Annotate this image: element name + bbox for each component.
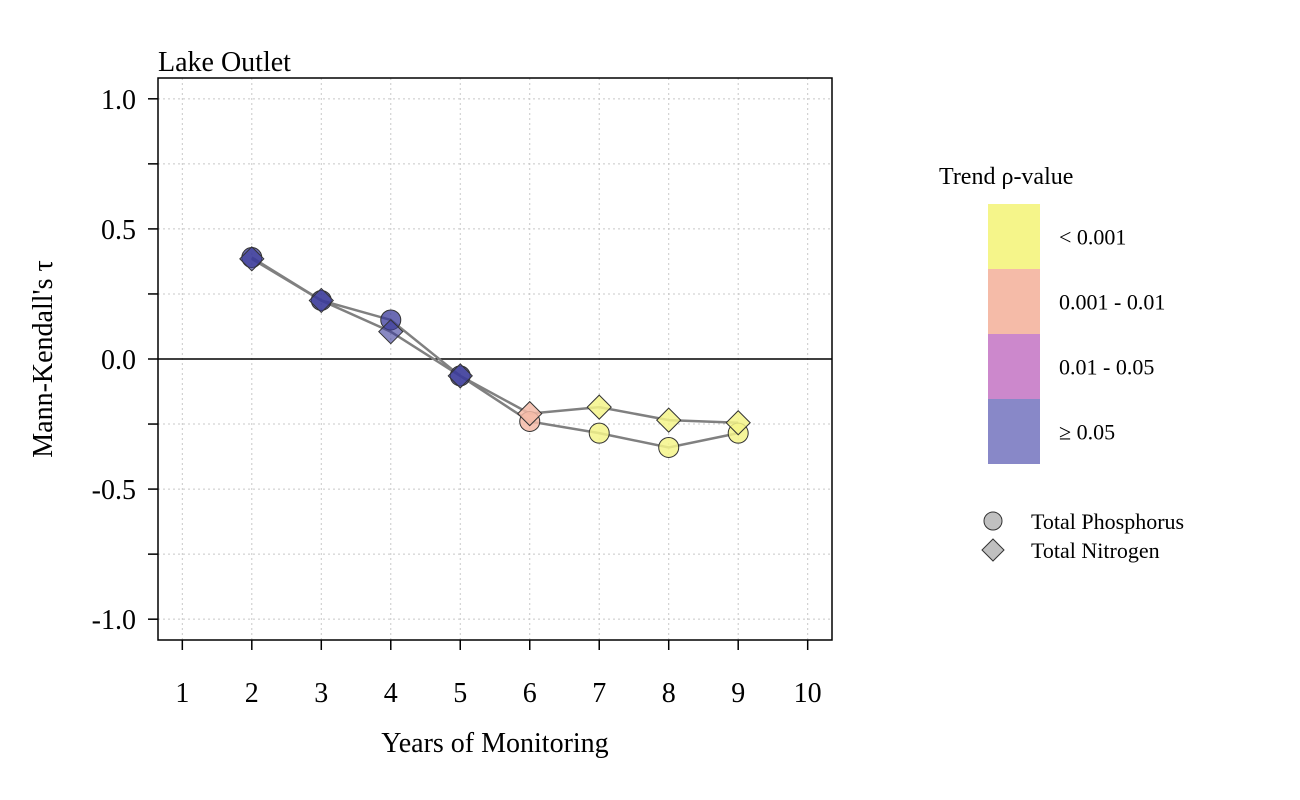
legend-color-swatch (988, 204, 1040, 269)
x-tick-label: 8 (662, 678, 676, 709)
legend-bin-label: < 0.001 (1059, 225, 1126, 250)
y-tick-label: 0.0 (101, 345, 136, 376)
x-tick-label: 1 (175, 678, 189, 709)
point-total-nitrogen (378, 318, 404, 345)
y-axis-label: Mann-Kendall's τ (28, 260, 59, 457)
point-total-nitrogen (308, 287, 334, 314)
legend-diamond-marker (981, 538, 1005, 562)
legend-series-label: Total Phosphorus (1031, 509, 1184, 534)
legend-bin-label: 0.001 - 0.01 (1059, 290, 1165, 315)
series-lines (251, 256, 739, 449)
x-axis-label: Years of Monitoring (381, 728, 608, 759)
y-axis: 1.0 0.5 0.0 -0.5 -1.0 (92, 85, 158, 636)
x-tick-label: 6 (523, 678, 537, 709)
legend-title: Trend ρ-value (939, 164, 1073, 190)
y-tick-label: 0.5 (101, 215, 136, 246)
series-line-total-phosphorus (251, 256, 739, 449)
legend-color-swatch (988, 269, 1040, 334)
legend: Trend ρ-value < 0.001 0.001 - 0.01 0.01 - … (939, 164, 1184, 563)
legend-color-swatch (988, 399, 1040, 464)
point-total-phosphorus (588, 422, 610, 444)
point-total-nitrogen (725, 410, 751, 436)
x-axis: 1 2 3 4 5 6 7 8 9 10 (175, 640, 822, 709)
x-tick-label: 4 (384, 678, 398, 709)
x-tick-label: 10 (794, 678, 822, 709)
point-total-nitrogen (517, 400, 543, 427)
point-total-nitrogen (586, 394, 612, 420)
point-total-nitrogen (239, 246, 265, 272)
legend-color-swatch (988, 334, 1040, 399)
pvalue-color-key: < 0.001 0.001 - 0.01 0.01 - 0.05 ≥ 0.05 (988, 204, 1165, 464)
x-tick-label: 9 (731, 678, 745, 709)
point-total-nitrogen (447, 363, 473, 389)
point-total-nitrogen (656, 407, 682, 433)
legend-circle-marker (983, 511, 1003, 531)
legend-series-label: Total Nitrogen (1031, 538, 1160, 563)
chart-title: Lake Outlet (158, 47, 291, 78)
x-tick-label: 2 (245, 678, 259, 709)
data-points (239, 246, 751, 458)
y-tick-label: 1.0 (101, 85, 136, 116)
x-tick-label: 5 (453, 678, 467, 709)
point-total-phosphorus (658, 436, 680, 458)
legend-bin-label: 0.01 - 0.05 (1059, 355, 1154, 380)
legend-bin-label: ≥ 0.05 (1059, 420, 1115, 445)
series-line-total-nitrogen (251, 257, 739, 424)
x-tick-label: 3 (314, 678, 328, 709)
marker-shape-key: Total Phosphorus Total Nitrogen (981, 509, 1184, 563)
x-tick-label: 7 (592, 678, 606, 709)
y-tick-label: -1.0 (92, 605, 136, 636)
y-tick-label: -0.5 (92, 475, 136, 506)
